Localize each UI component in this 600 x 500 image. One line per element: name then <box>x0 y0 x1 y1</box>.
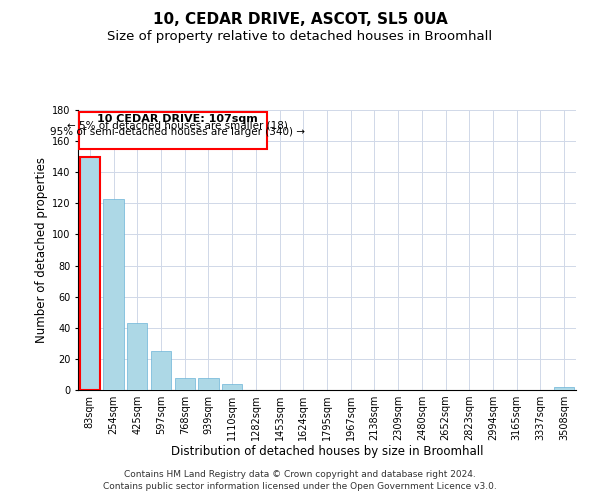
Bar <box>175 378 195 390</box>
Text: ← 5% of detached houses are smaller (18): ← 5% of detached houses are smaller (18) <box>67 120 288 130</box>
Y-axis label: Number of detached properties: Number of detached properties <box>35 157 47 343</box>
Bar <box>127 323 148 390</box>
X-axis label: Distribution of detached houses by size in Broomhall: Distribution of detached houses by size … <box>171 444 483 458</box>
Bar <box>554 387 574 390</box>
Text: 95% of semi-detached houses are larger (340) →: 95% of semi-detached houses are larger (… <box>50 127 305 137</box>
Bar <box>199 378 218 390</box>
Text: Contains HM Land Registry data © Crown copyright and database right 2024.: Contains HM Land Registry data © Crown c… <box>124 470 476 479</box>
Bar <box>222 384 242 390</box>
Text: Size of property relative to detached houses in Broomhall: Size of property relative to detached ho… <box>107 30 493 43</box>
Text: Contains public sector information licensed under the Open Government Licence v3: Contains public sector information licen… <box>103 482 497 491</box>
Text: 10, CEDAR DRIVE, ASCOT, SL5 0UA: 10, CEDAR DRIVE, ASCOT, SL5 0UA <box>152 12 448 28</box>
Text: 10 CEDAR DRIVE: 107sqm: 10 CEDAR DRIVE: 107sqm <box>97 114 258 124</box>
FancyBboxPatch shape <box>79 112 266 149</box>
Bar <box>151 351 171 390</box>
Bar <box>80 156 100 390</box>
Bar <box>103 198 124 390</box>
